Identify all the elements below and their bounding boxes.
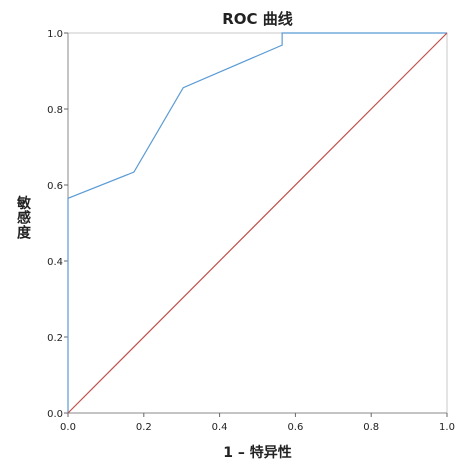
x-tick-label: 1.0 <box>439 422 455 433</box>
x-tick-label: 0.8 <box>363 422 379 433</box>
x-tick-label: 0.4 <box>212 422 228 433</box>
y-tick-label: 0.4 <box>47 257 63 268</box>
y-axis-title-char: 敏 <box>16 195 32 212</box>
x-tick-label: 0.2 <box>136 422 152 433</box>
reference-diagonal-line <box>67 32 448 414</box>
x-tick-label: 0.0 <box>60 422 76 433</box>
roc-curve-line <box>67 32 447 413</box>
y-axis-title-char: 度 <box>17 224 32 241</box>
y-axis-title: 敏感度 <box>16 195 32 241</box>
x-tick-label: 0.6 <box>287 422 303 433</box>
y-tick-label: 0.6 <box>47 181 63 192</box>
series-layer <box>67 32 448 414</box>
y-tick-label: 0.2 <box>47 333 63 344</box>
tick-label-layer: 0.0 0.2 0.4 0.6 0.8 1.0 0.0 0.2 0.4 0.6 0.8 1.0 <box>47 29 455 433</box>
y-tick-label: 0.8 <box>47 105 63 116</box>
chart-title: ROC 曲线 <box>222 10 293 28</box>
y-axis-title-char: 感 <box>17 210 31 227</box>
y-tick-label: 1.0 <box>47 29 63 40</box>
y-tick-label: 0.0 <box>47 409 63 420</box>
x-axis-title: 1 – 特异性 <box>223 444 292 461</box>
